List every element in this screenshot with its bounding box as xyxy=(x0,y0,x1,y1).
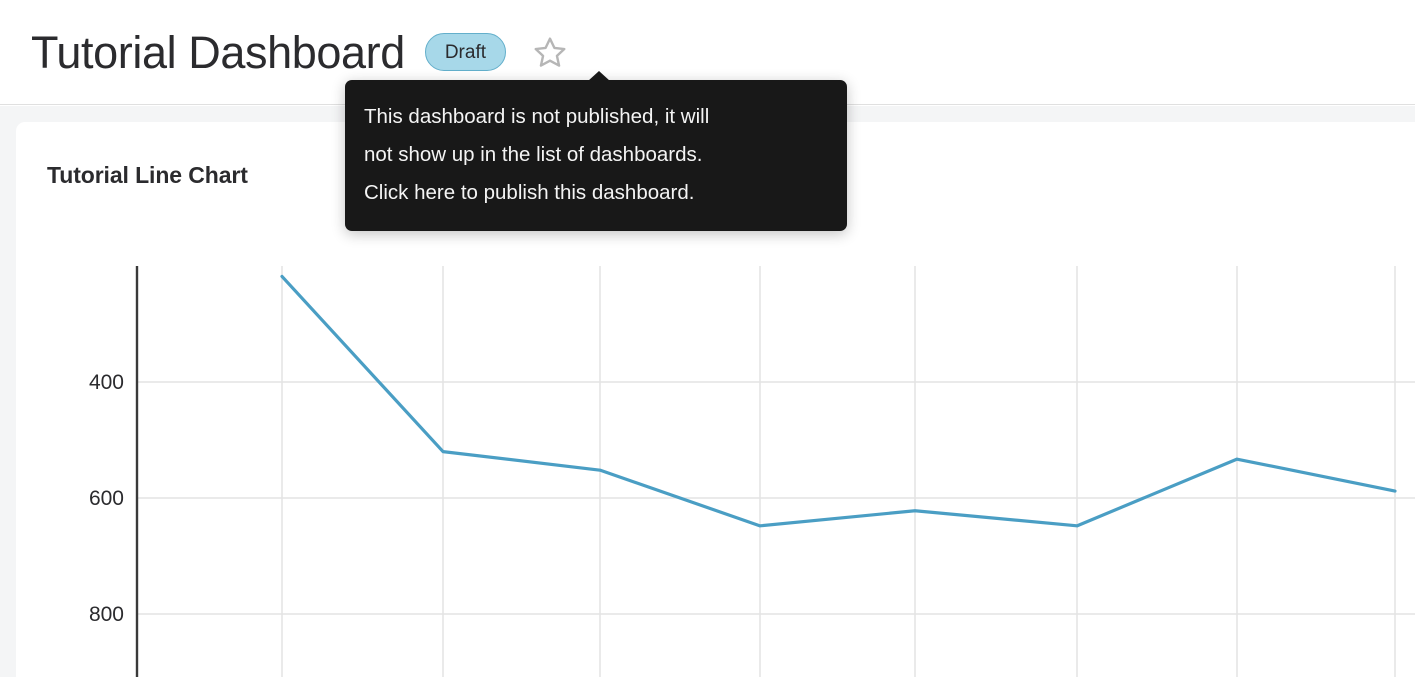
line-chart[interactable]: 400 600 800 xyxy=(16,122,1415,677)
tooltip-arrow xyxy=(588,71,610,81)
tooltip-line-1: This dashboard is not published, it will xyxy=(364,105,710,128)
chart-gridlines-vertical xyxy=(281,266,1396,677)
y-tick-label-2: 800 xyxy=(89,603,124,626)
chart-gridlines-horizontal xyxy=(137,381,1415,615)
y-tick-label-1: 600 xyxy=(89,487,124,510)
page-title: Tutorial Dashboard xyxy=(31,26,405,78)
favorite-star-icon[interactable] xyxy=(532,34,568,70)
publish-tooltip: This dashboard is not published, it will… xyxy=(345,71,847,231)
tooltip-line-3: Click here to publish this dashboard. xyxy=(364,181,695,204)
chart-canvas: 400 600 800 xyxy=(89,266,1415,677)
chart-y-tick-labels: 400 600 800 xyxy=(89,371,124,626)
chart-line-series-1[interactable] xyxy=(280,274,1397,528)
chart-series xyxy=(280,274,1397,528)
status-badge-draft[interactable]: Draft xyxy=(424,33,507,71)
y-tick-label-0: 400 xyxy=(89,371,124,394)
tooltip-line-2: not show up in the list of dashboards. xyxy=(364,143,703,166)
chart-title: Tutorial Line Chart xyxy=(47,162,248,188)
